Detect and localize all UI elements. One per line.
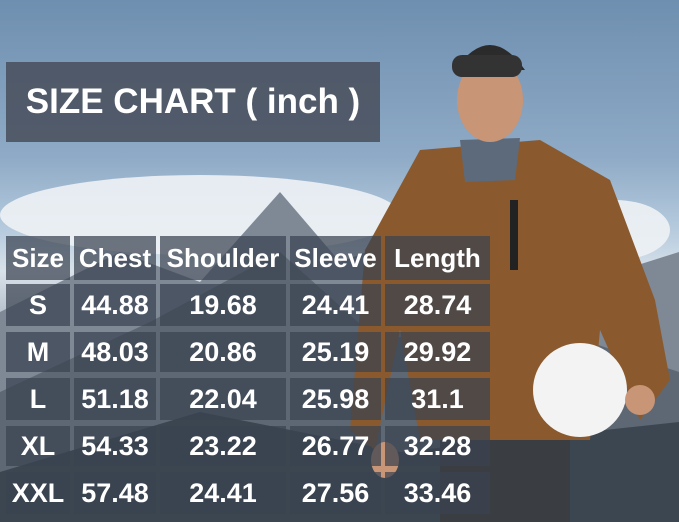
cell-chest: 48.03 — [74, 332, 156, 372]
cell-chest: 51.18 — [74, 378, 156, 420]
cell-sleeve: 24.41 — [290, 284, 381, 326]
header-chest: Chest — [74, 236, 156, 280]
cell-sleeve: 26.77 — [290, 426, 381, 466]
header-size: Size — [6, 236, 70, 280]
cell-length: 28.74 — [385, 284, 490, 326]
cell-shoulder: 22.04 — [160, 378, 286, 420]
cell-sleeve: 25.98 — [290, 378, 381, 420]
cell-size: L — [6, 378, 70, 420]
cell-sleeve: 27.56 — [290, 472, 381, 514]
size-chart-title: SIZE CHART ( inch ) — [6, 62, 380, 142]
cell-size: XXL — [6, 472, 70, 514]
cell-length: 29.92 — [385, 332, 490, 372]
cell-sleeve: 25.19 — [290, 332, 381, 372]
cell-length: 31.1 — [385, 378, 490, 420]
cell-chest: 54.33 — [74, 426, 156, 466]
cell-shoulder: 23.22 — [160, 426, 286, 466]
header-shoulder: Shoulder — [160, 236, 286, 280]
cell-size: M — [6, 332, 70, 372]
cell-chest: 44.88 — [74, 284, 156, 326]
cell-shoulder: 20.86 — [160, 332, 286, 372]
cell-length: 33.46 — [385, 472, 490, 514]
cell-chest: 57.48 — [74, 472, 156, 514]
cell-length: 32.28 — [385, 426, 490, 466]
header-sleeve: Sleeve — [290, 236, 381, 280]
cell-shoulder: 24.41 — [160, 472, 286, 514]
cell-shoulder: 19.68 — [160, 284, 286, 326]
cell-size: XL — [6, 426, 70, 466]
header-length: Length — [385, 236, 490, 280]
cell-size: S — [6, 284, 70, 326]
